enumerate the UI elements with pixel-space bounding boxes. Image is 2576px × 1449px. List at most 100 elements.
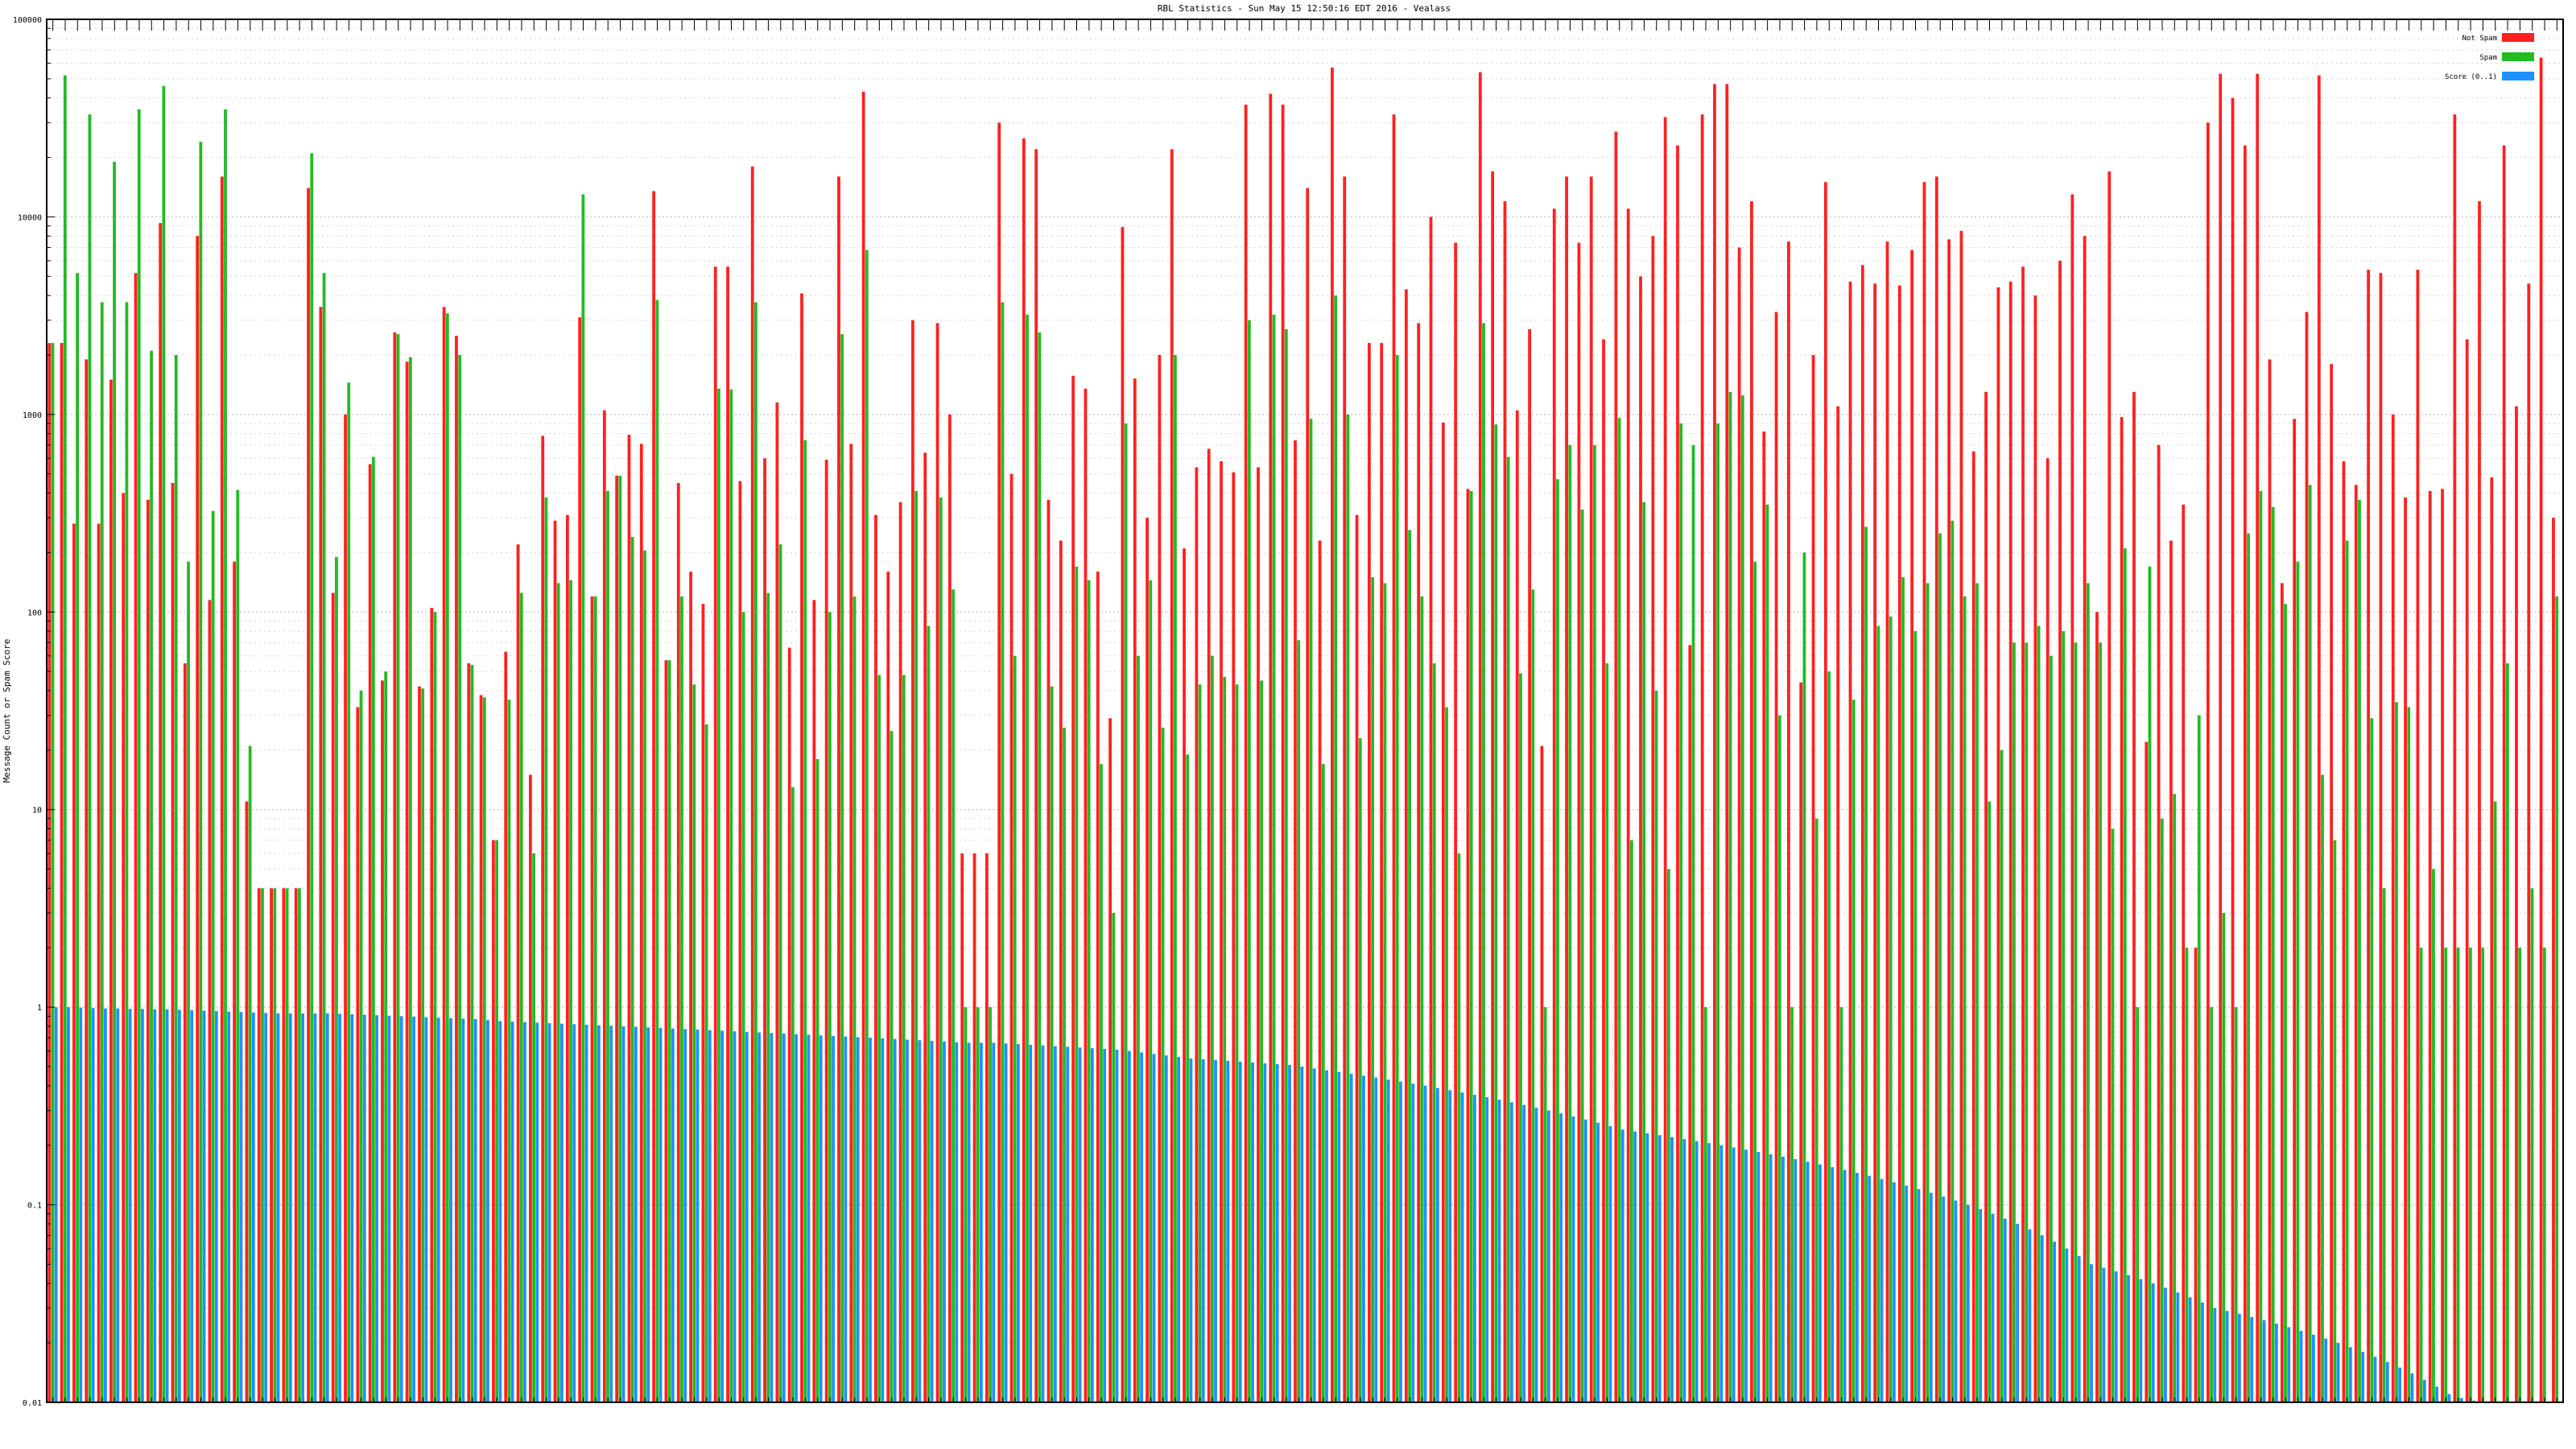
bar-spam — [1556, 479, 1559, 1402]
bar-spam — [741, 612, 745, 1402]
bar-score — [498, 1021, 502, 1402]
bar-score — [1744, 1150, 1748, 1402]
bar-spam — [273, 888, 277, 1402]
bar-not-spam — [2207, 122, 2210, 1403]
bar-spam — [2136, 1007, 2140, 1402]
bar-not-spam — [331, 592, 335, 1402]
bar-score — [2114, 1271, 2118, 1402]
bar-not-spam — [1959, 230, 1963, 1402]
bar-not-spam — [2416, 270, 2420, 1402]
bar-spam — [187, 561, 190, 1402]
bar-spam — [1284, 328, 1288, 1402]
bar-score — [2287, 1327, 2291, 1402]
bar-score — [2213, 1307, 2217, 1402]
bar-not-spam — [1404, 289, 1408, 1402]
bar-not-spam — [2107, 171, 2112, 1402]
bar-not-spam — [1096, 572, 1100, 1403]
bar-score — [1966, 1204, 1970, 1402]
bar-spam — [482, 697, 486, 1402]
bar-spam — [729, 389, 733, 1402]
bar-spam — [51, 343, 55, 1403]
bar-spam — [2086, 583, 2090, 1402]
bar-score — [1719, 1145, 1724, 1402]
bar-not-spam — [1232, 472, 1236, 1402]
bar-spam — [162, 85, 166, 1402]
bar-spam — [989, 1007, 992, 1402]
bar-not-spam — [1158, 354, 1162, 1403]
bar-score — [708, 1030, 712, 1402]
bar-score — [1337, 1071, 1341, 1402]
bar-not-spam — [72, 523, 76, 1402]
bar-spam — [76, 273, 79, 1402]
bar-score — [2299, 1331, 2303, 1402]
bar-score — [1300, 1067, 1304, 1402]
bar-spam — [1975, 583, 1979, 1402]
bar-not-spam — [307, 188, 310, 1402]
bar-spam — [2247, 533, 2250, 1402]
bar-not-spam — [2008, 281, 2013, 1402]
bar-spam — [1457, 853, 1461, 1402]
bar-score — [338, 1013, 341, 1402]
bar-spam — [1469, 490, 1473, 1402]
bar-score — [264, 1013, 268, 1402]
bar-spam — [532, 853, 535, 1402]
bar-not-spam — [1947, 239, 1951, 1402]
bar-spam — [890, 731, 894, 1402]
bar-not-spam — [2046, 458, 2050, 1402]
bar-not-spam — [455, 336, 458, 1403]
bar-spam — [1926, 583, 1930, 1402]
bar-spam — [2013, 642, 2016, 1402]
bar-score — [1831, 1166, 1835, 1402]
bar-not-spam — [652, 191, 656, 1403]
bar-spam — [939, 497, 943, 1402]
bar-score — [153, 1009, 157, 1402]
bar-not-spam — [1787, 242, 1790, 1403]
bar-spam — [1408, 530, 1411, 1403]
bar-score — [54, 1007, 58, 1402]
bar-spam — [1703, 1007, 1707, 1402]
bar-spam — [396, 334, 400, 1403]
bar-spam — [1802, 552, 1806, 1402]
bar-not-spam — [1417, 323, 1421, 1402]
bar-spam — [1334, 295, 1337, 1403]
bar-score — [1214, 1059, 1217, 1402]
bar-score — [646, 1027, 650, 1402]
bar-score — [1066, 1046, 1070, 1402]
bar-spam — [1753, 561, 1757, 1402]
bar-spam — [1482, 323, 1485, 1402]
bar-spam — [643, 550, 646, 1402]
bar-not-spam — [713, 266, 717, 1403]
bar-spam — [347, 382, 351, 1402]
bar-score — [584, 1024, 588, 1402]
bar-not-spam — [245, 801, 249, 1402]
bar-score — [1435, 1088, 1439, 1402]
bar-spam — [1777, 715, 1781, 1402]
bar-score — [795, 1034, 798, 1402]
bar-spam — [1235, 684, 1239, 1402]
bar-spam — [1889, 616, 1893, 1402]
bar-not-spam — [1133, 378, 1137, 1403]
bar-spam — [581, 194, 585, 1403]
bar-spam — [1913, 631, 1918, 1402]
bar-spam — [791, 786, 795, 1402]
bar-not-spam — [886, 572, 890, 1403]
bar-score — [1041, 1045, 1045, 1402]
bar-spam — [137, 109, 141, 1402]
bar-score — [2016, 1224, 2019, 1402]
bar-score — [2348, 1347, 2352, 1402]
bar-score — [2410, 1373, 2414, 1402]
bar-score — [2250, 1317, 2254, 1402]
bar-not-spam — [578, 317, 582, 1402]
bar-score — [2164, 1287, 2167, 1402]
bar-score — [758, 1032, 761, 1402]
bar-spam — [384, 671, 388, 1402]
bar-spam — [1297, 640, 1301, 1402]
bar-not-spam — [270, 888, 273, 1402]
bar-score — [2398, 1367, 2402, 1402]
bar-not-spam — [134, 273, 138, 1402]
bar-score — [1263, 1063, 1267, 1402]
y-tick-label: 10000 — [18, 213, 42, 222]
bar-not-spam — [60, 343, 64, 1403]
bar-spam — [1321, 764, 1325, 1402]
bar-not-spam — [2330, 364, 2334, 1403]
